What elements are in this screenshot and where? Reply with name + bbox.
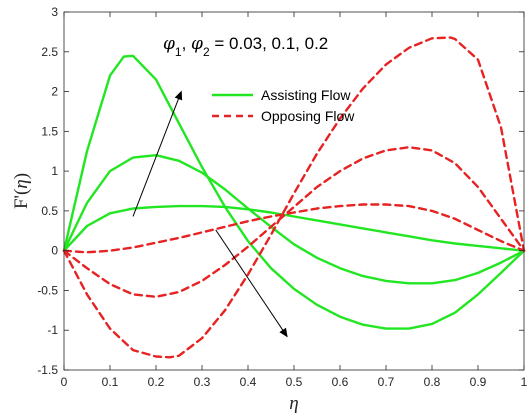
parameter-annotation: φ1, φ2 = 0.03, 0.1, 0.2 <box>163 34 328 59</box>
x-tick-label: 0 <box>61 375 68 389</box>
annotation-arrow-1 <box>132 90 183 217</box>
x-tick-label: 0.9 <box>470 375 487 389</box>
x-tick-label: 1 <box>521 375 528 389</box>
plot-background <box>64 12 524 370</box>
x-tick-label: 0.4 <box>240 375 257 389</box>
legend-label-opposing: Opposing Flow <box>261 108 355 124</box>
y-tick-label: -0.5 <box>37 283 58 297</box>
y-tick-label: 1.5 <box>41 124 58 138</box>
series-line-assisting-2 <box>62 153 526 285</box>
tick-layer: 0 0.1 0.2 0.3 0.4 0.5 0.6 0.7 0.8 0.9 1 -1.5 -1 -0.5 0… <box>37 5 527 389</box>
y-tick-label: 1 <box>51 164 58 178</box>
legend-label-assisting: Assisting Flow <box>261 87 351 103</box>
annotation-arrow-2 <box>215 229 288 338</box>
series-line-opposing-2 <box>62 145 526 298</box>
x-tick-label: 0.3 <box>194 375 211 389</box>
y-axis-label: F'(η) <box>11 173 32 209</box>
x-tick-label: 0.6 <box>332 375 349 389</box>
x-tick-label: 0.8 <box>424 375 441 389</box>
y-tick-label: 2 <box>51 85 58 99</box>
series-line-assisting-1 <box>62 204 526 252</box>
series-layer <box>62 36 526 359</box>
legend: Assisting Flow Opposing Flow <box>212 87 355 124</box>
y-tick-label: 2.5 <box>41 45 58 59</box>
x-tick-label: 0.5 <box>286 375 303 389</box>
x-tick-label: 0.1 <box>102 375 119 389</box>
y-tick-label: -1.5 <box>37 363 58 377</box>
series-line-opposing-3 <box>62 36 526 359</box>
x-axis-label: η <box>289 393 298 414</box>
x-tick-label: 0.2 <box>148 375 165 389</box>
y-tick-label: 0.5 <box>41 204 58 218</box>
series-line-assisting-3 <box>62 54 526 330</box>
x-tick-label: 0.7 <box>378 375 395 389</box>
y-tick-label: 3 <box>51 5 58 19</box>
y-tick-label: 0 <box>51 244 58 258</box>
y-tick-label: -1 <box>47 323 58 337</box>
arrow-layer <box>132 90 288 338</box>
series-line-opposing-1 <box>62 203 526 254</box>
